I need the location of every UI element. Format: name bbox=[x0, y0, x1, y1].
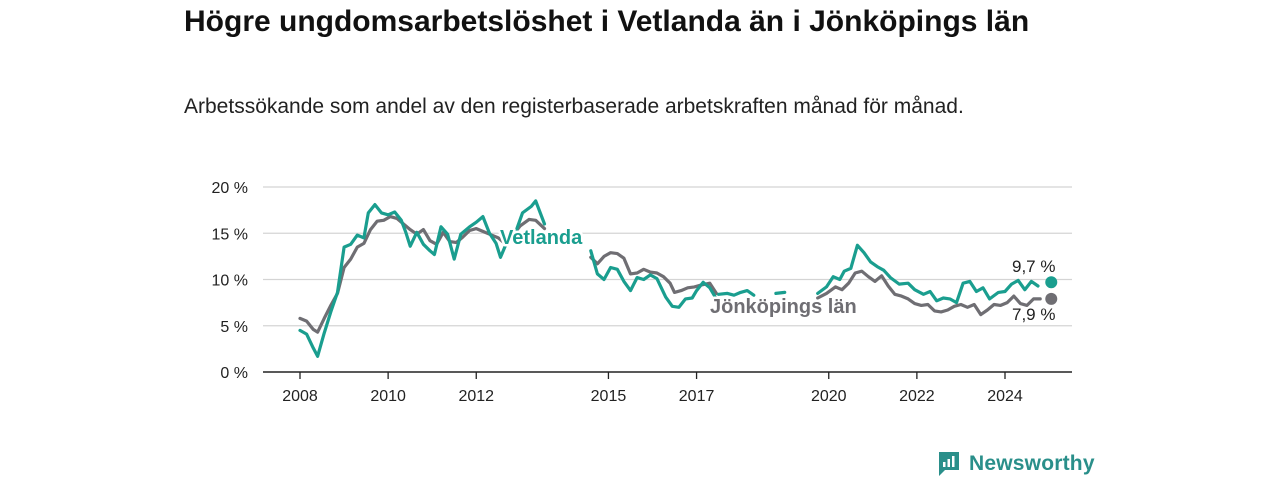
end-point-vetlanda bbox=[1045, 276, 1058, 289]
x-tick-label: 2010 bbox=[370, 388, 406, 405]
end-value-jonkopings-lan: 7,9 % bbox=[1012, 305, 1055, 324]
y-tick-label: 20 % bbox=[212, 180, 248, 197]
x-tick-label: 2022 bbox=[899, 388, 935, 405]
series-label-jonkopings-lan: Jönköpings län bbox=[710, 296, 857, 318]
series-labels: Vetlanda Jönköpings län 9,7 % 7,9 % bbox=[498, 225, 1056, 325]
series-line-jonkopings-lan bbox=[298, 215, 1042, 334]
y-tick-label: 5 % bbox=[220, 319, 248, 336]
series-lines bbox=[298, 199, 1058, 358]
x-tick-label: 2024 bbox=[987, 388, 1023, 405]
end-point-jonkopings-lan bbox=[1045, 292, 1058, 305]
y-tick-label: 0 % bbox=[220, 365, 248, 382]
x-axis: 2008 2010 2012 2015 2017 2020 2022 2024 bbox=[263, 371, 1072, 405]
y-tick-label: 15 % bbox=[212, 226, 248, 243]
y-axis-ticks: 0 % 5 % 10 % 15 % 20 % bbox=[212, 180, 248, 382]
brand-name: Newsworthy bbox=[969, 452, 1095, 475]
x-tick-label: 2017 bbox=[679, 388, 715, 405]
x-tick-label: 2008 bbox=[282, 388, 318, 405]
x-tick-label: 2020 bbox=[811, 388, 847, 405]
newsworthy-logo: Newsworthy bbox=[937, 449, 1095, 479]
series-label-vetlanda: Vetlanda bbox=[500, 227, 583, 249]
line-chart: 0 %5 %10 %15 %20 % 2008 2010 2012 2015 2017 2… bbox=[212, 180, 1072, 405]
x-tick-label: 2015 bbox=[591, 388, 627, 405]
series-line-vetlanda bbox=[298, 199, 1040, 358]
newsworthy-logo-icon bbox=[939, 452, 959, 476]
chart-title: Högre ungdomsarbetslöshet i Vetlanda än … bbox=[184, 5, 1030, 38]
y-tick-label: 10 % bbox=[212, 273, 248, 290]
x-tick-label: 2012 bbox=[458, 388, 494, 405]
chart-subtitle: Arbetssökande som andel av den registerb… bbox=[184, 95, 964, 118]
end-value-vetlanda: 9,7 % bbox=[1012, 257, 1055, 276]
y-gridlines bbox=[263, 186, 1072, 327]
